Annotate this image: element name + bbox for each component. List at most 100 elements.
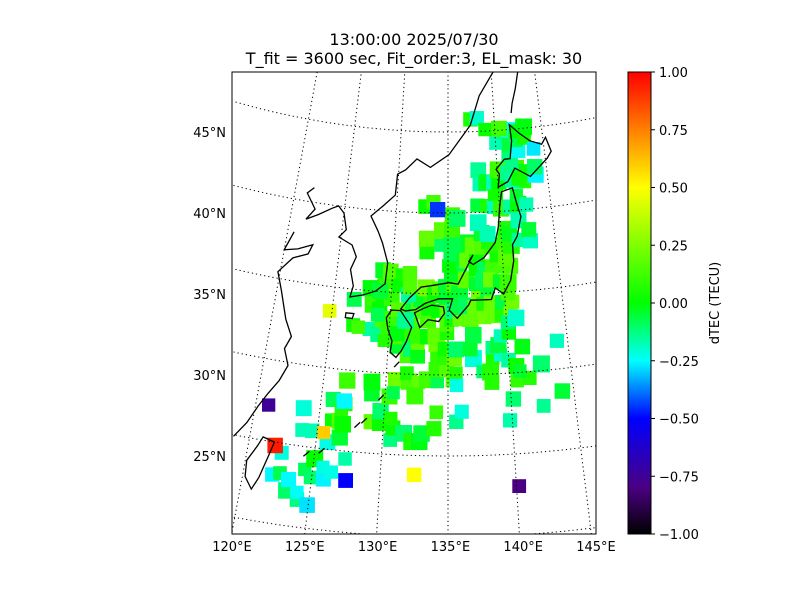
dtec-cell — [449, 378, 464, 393]
coastline-china — [233, 231, 315, 437]
colorbar-tick-label: 1.00 — [659, 66, 688, 81]
parallel-line — [258, 24, 622, 51]
coastline-small-island — [302, 450, 310, 457]
coastline-sakhalin — [510, 72, 519, 114]
dtec-cell — [413, 425, 430, 442]
coastline-honshu — [399, 186, 522, 320]
colorbar-tick-label: 0.25 — [659, 239, 688, 254]
dtec-cell — [383, 433, 397, 447]
dtec-cell — [331, 429, 348, 446]
y-tick-label: 25°N — [193, 450, 226, 465]
dtec-cell — [532, 355, 550, 373]
colorbar-tick-label: −0.75 — [659, 470, 699, 485]
dtec-cell — [304, 423, 320, 439]
colorbar-tick-label: 0.75 — [659, 124, 688, 139]
dtec-cell — [419, 244, 435, 260]
dtec-cell — [322, 304, 337, 318]
y-tick-labels: 25°N 30°N 35°N 40°N 45°N — [193, 126, 226, 465]
dtec-cell — [499, 274, 517, 291]
dtec-cell — [295, 400, 312, 417]
dtec-cell — [384, 411, 398, 426]
coastline-jeju — [344, 312, 355, 320]
dtec-cell — [402, 266, 418, 281]
colorbar-ticks: 1.00 0.75 0.50 0.25 0.00 −0.25 −0.50 −0.75 −1.00 — [651, 66, 699, 543]
colorbar-tick-label: −0.50 — [659, 413, 699, 428]
x-tick-label: 135°E — [431, 540, 471, 555]
dtec-cell — [281, 472, 297, 488]
dtec-cell — [491, 120, 507, 137]
dtec-cell — [377, 333, 391, 347]
dtec-cell — [303, 470, 318, 485]
x-tick-label: 145°E — [576, 540, 616, 555]
dtec-cell — [372, 282, 388, 299]
dtec-cell — [479, 226, 496, 242]
dtec-cell — [402, 280, 418, 295]
dtec-cell — [549, 333, 564, 348]
dtec-cell — [505, 391, 522, 407]
dtec-cell — [406, 467, 422, 483]
dtec-cell — [334, 415, 351, 433]
dtec-cell — [478, 122, 492, 137]
dtec-cell — [418, 230, 435, 247]
dtec-cell — [443, 236, 461, 253]
parallel-line — [235, 101, 596, 133]
dtec-cell — [521, 222, 537, 237]
dtec-cell — [482, 363, 499, 381]
dtec-cell — [470, 162, 487, 178]
dtec-cell — [430, 374, 444, 389]
coastline-taiwan — [244, 436, 276, 491]
meridian-line — [534, 72, 592, 534]
y-tick-label: 45°N — [193, 126, 226, 141]
meridian-line — [376, 72, 406, 534]
dtec-cell — [526, 142, 541, 156]
dtec-cell — [299, 497, 315, 513]
dtec-cell — [346, 291, 362, 307]
x-tick-label: 140°E — [503, 540, 543, 555]
dtec-cell — [317, 426, 331, 440]
y-tick-label: 35°N — [193, 288, 226, 303]
dtec-cell — [512, 479, 527, 493]
dtec-cell — [513, 364, 527, 378]
coastline-kyushu — [385, 309, 413, 359]
dtec-cell — [507, 309, 525, 327]
colorbar-label: dTEC (TECU) — [708, 262, 723, 345]
chart-title-line-1: 13:00:00 2025/07/30 — [329, 30, 499, 49]
map-area — [232, 24, 622, 534]
dtec-cell — [536, 399, 551, 413]
dtec-cell — [363, 373, 381, 391]
coastline-layer — [233, 72, 552, 491]
dtec-cell — [519, 197, 534, 212]
dtec-cell — [386, 386, 400, 400]
x-tick-labels: 120°E 125°E 130°E 135°E 140°E 145°E — [212, 540, 616, 555]
dtec-cell — [389, 326, 405, 342]
dtec-cell — [487, 185, 503, 202]
y-tick-label: 30°N — [193, 369, 226, 384]
dtec-cell — [400, 366, 414, 380]
coastline-hokkaido — [495, 123, 552, 189]
graticule-layer — [232, 24, 622, 534]
dtec-cell — [449, 366, 463, 381]
x-tick-label: 125°E — [285, 540, 325, 555]
meridian-line — [232, 72, 318, 534]
parallel-line — [232, 184, 596, 214]
colorbar-tick-label: 0.00 — [659, 297, 688, 312]
coastline-small-island — [377, 394, 385, 401]
parallel-line — [232, 433, 596, 457]
dtec-cell — [430, 202, 446, 218]
y-tick-label: 40°N — [193, 207, 226, 222]
coastline-mainland — [305, 72, 494, 298]
dtec-cell — [448, 210, 466, 227]
coastline-small-island — [360, 417, 368, 424]
meridian-line — [490, 72, 520, 534]
dtec-cell — [429, 405, 444, 420]
dtec-cell — [503, 413, 518, 428]
dtec-cell — [324, 465, 338, 479]
dtec-cell — [447, 341, 464, 358]
dtec-cell — [527, 159, 543, 175]
coastline-small-island — [393, 361, 400, 368]
dtec-cell — [370, 307, 385, 322]
dtec-cell — [554, 383, 571, 399]
dtec-cell — [290, 485, 304, 500]
dtec-cell — [262, 398, 276, 412]
dtec-cell — [515, 118, 532, 136]
